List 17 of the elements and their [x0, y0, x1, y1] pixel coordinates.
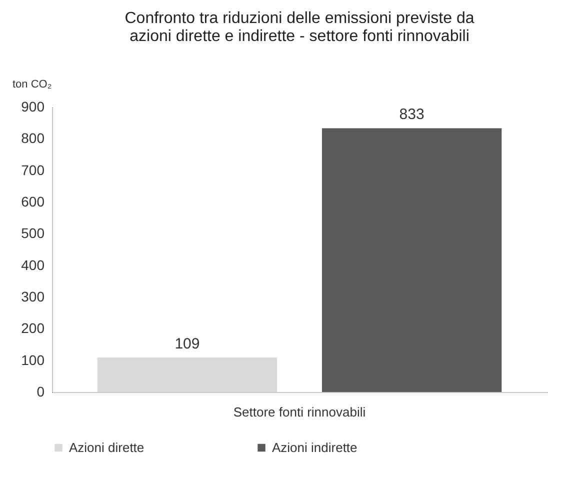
data-label: 833 — [399, 106, 424, 124]
data-label: 109 — [174, 335, 200, 352]
y-tick-label: 800 — [21, 130, 45, 146]
y-tick-label: 400 — [21, 256, 45, 273]
chart-title: Confronto tra riduzioni delle emissioni previste da azioni dirette e indirette - settore fonti rinnovabili — [124, 10, 474, 45]
legend-label: Azioni indirette — [272, 440, 358, 455]
y-tick-label: 300 — [21, 288, 45, 304]
y-tick-label: 200 — [21, 320, 45, 336]
y-tick-label: 100 — [21, 352, 45, 368]
x-tick-label: Settore fonti rinnovabili — [233, 404, 366, 420]
y-tick-label: 600 — [21, 194, 45, 210]
y-tick-label: 900 — [21, 98, 45, 114]
legend-label: Azioni dirette — [69, 440, 144, 455]
y-tick-label: 500 — [21, 225, 45, 242]
y-tick-label: 700 — [21, 162, 45, 178]
y-tick-label: 0 — [36, 384, 45, 400]
y-axis-title: ton CO₂ — [12, 78, 52, 90]
